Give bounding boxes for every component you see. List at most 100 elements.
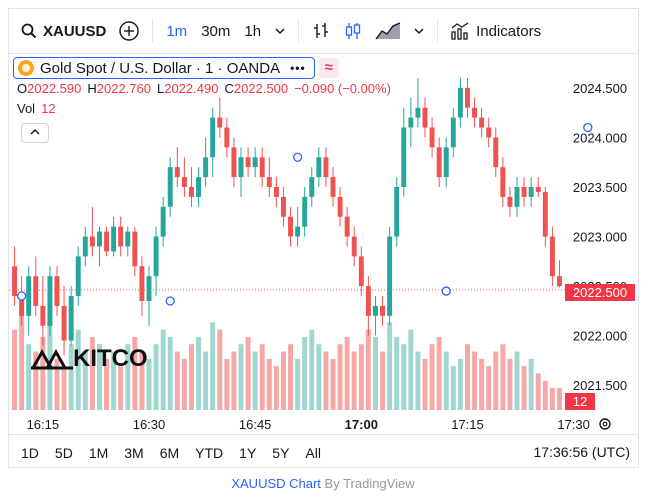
range-1y[interactable]: 1Y [239, 444, 257, 461]
chart-link[interactable]: XAUUSD Chart [231, 476, 321, 491]
volume-bar [323, 351, 329, 410]
symbol-search[interactable]: XAUUSD [9, 16, 112, 46]
candle-body [238, 157, 244, 178]
candle-body [12, 266, 18, 297]
event-marker[interactable] [441, 286, 451, 296]
candle-body [139, 266, 145, 301]
kitco-watermark: KITCO [31, 345, 148, 373]
area-chart-icon [375, 22, 401, 40]
range-1d[interactable]: 1D [21, 444, 39, 461]
bars-style-button[interactable] [305, 16, 337, 46]
utc-clock[interactable]: 17:36:56 (UTC) [533, 444, 630, 460]
low-key: L [156, 81, 165, 96]
volume-legend: Vol 12 [17, 101, 56, 116]
symbol-full-title: Gold Spot / U.S. Dollar · 1 · OANDA [40, 59, 281, 77]
candle-body [351, 236, 357, 257]
volume-bar [514, 351, 520, 410]
compare-add-button[interactable] [112, 16, 146, 46]
kitco-wordmark: KITCO [73, 345, 148, 372]
more-options-button[interactable]: ••• [290, 61, 306, 75]
candle-body [472, 107, 478, 118]
time-axis[interactable]: 16:15 16:30 16:45 17:00 17:15 17:30 [27, 417, 590, 432]
candles-style-button[interactable] [337, 16, 369, 46]
search-icon [21, 23, 37, 39]
timeframe-30m[interactable]: 30m [201, 22, 231, 40]
volume-bar [387, 322, 393, 410]
volume-bar [68, 344, 74, 410]
candle-body [493, 137, 499, 168]
candle [118, 216, 124, 257]
candle [196, 167, 202, 207]
event-marker[interactable] [16, 291, 27, 301]
candle-body [217, 117, 223, 128]
volume-bar [273, 366, 279, 410]
candle-body [549, 236, 555, 277]
candle-body [500, 167, 506, 197]
symbol-label: XAUUSD [43, 22, 107, 40]
candle-body [486, 127, 492, 138]
event-marker[interactable] [583, 122, 593, 133]
indicators-button[interactable]: Indicators [444, 16, 547, 46]
last-volume-label-bg [565, 393, 595, 410]
volume-bar [507, 358, 513, 410]
volume-bar [443, 351, 449, 410]
volume-bar [203, 351, 209, 410]
candle-body [344, 216, 350, 237]
candle [387, 226, 393, 326]
event-marker[interactable] [165, 296, 175, 306]
candle-body [394, 186, 400, 237]
candle [450, 107, 456, 158]
volume-bar [96, 344, 102, 410]
tradingview-credit[interactable]: By TradingView [324, 476, 415, 491]
volume-bar [61, 366, 67, 410]
time-tick-label: 17:15 [451, 417, 484, 432]
candle [464, 77, 470, 118]
timeframe-1m[interactable]: 1m [166, 22, 188, 40]
candle [472, 97, 478, 128]
gold-coin-icon [18, 60, 34, 76]
candle-body [40, 305, 46, 326]
candle [68, 286, 74, 346]
open-key: O [17, 81, 28, 96]
range-1m[interactable]: 1M [88, 444, 109, 461]
event-marker[interactable] [292, 152, 303, 162]
area-style-button[interactable] [369, 16, 407, 46]
range-5y[interactable]: 5Y [272, 444, 290, 461]
candle-body [556, 276, 562, 287]
candle-body [408, 117, 414, 128]
chevron-up-icon [30, 128, 40, 135]
price-chart[interactable]: 2024.500 2024.000 2023.500 2023.000 2022.500… [9, 53, 638, 433]
range-5d[interactable]: 5D [54, 444, 73, 461]
volume-bar [125, 344, 131, 410]
volume-bar [295, 358, 301, 410]
candle [365, 276, 371, 336]
volume-bar [429, 344, 435, 410]
range-all[interactable]: All [305, 444, 321, 461]
volume-bar [146, 358, 152, 410]
candle [486, 117, 492, 148]
candle [372, 296, 378, 336]
settings-gear-icon[interactable] [599, 418, 611, 430]
candle-body [68, 296, 74, 341]
candle [238, 147, 244, 197]
symbol-title-box[interactable]: Gold Spot / U.S. Dollar · 1 · OANDA ••• [13, 57, 315, 79]
collapse-legend-button[interactable] [21, 123, 49, 143]
candles-icon [345, 23, 361, 39]
price-axis[interactable]: 2024.500 2024.000 2023.500 2023.000 2022.500… [573, 81, 627, 393]
toolbar-divider [152, 20, 154, 42]
candle [422, 97, 428, 138]
change-value: −0.090 (−0.00%) [294, 81, 391, 96]
kitco-logo-icon [31, 348, 73, 370]
candle [549, 226, 555, 287]
volume-bar [450, 366, 456, 410]
timeframe-dropdown[interactable] [268, 16, 292, 46]
candle [542, 186, 548, 247]
range-ytd[interactable]: YTD [195, 444, 224, 461]
range-6m[interactable]: 6M [159, 444, 180, 461]
volume-bar [33, 351, 39, 410]
compare-icon[interactable]: ≈ [318, 58, 339, 78]
candle-body [259, 157, 265, 178]
range-3m[interactable]: 3M [124, 444, 144, 461]
timeframe-1h[interactable]: 1h [244, 22, 262, 40]
chart-style-dropdown[interactable] [407, 16, 431, 46]
